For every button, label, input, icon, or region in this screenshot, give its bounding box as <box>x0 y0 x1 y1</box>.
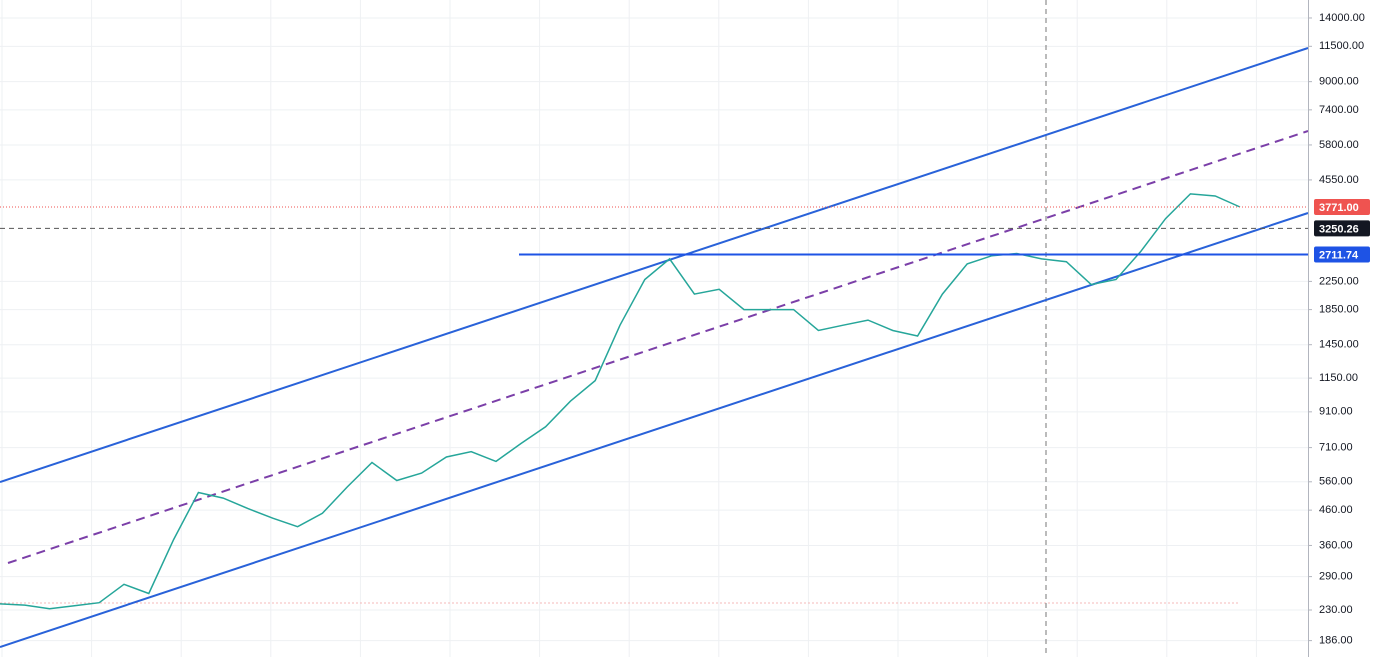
y-tick-label: 11500.00 <box>1319 40 1364 52</box>
y-tick-label: 2250.00 <box>1319 275 1359 287</box>
y-tick-label: 7400.00 <box>1319 104 1359 116</box>
y-tick-label: 1450.00 <box>1319 339 1359 351</box>
plot <box>0 193 1308 610</box>
y-tick-label: 186.00 <box>1319 635 1353 647</box>
y-tick-label: 230.00 <box>1319 604 1353 616</box>
y-tick-label: 14000.00 <box>1319 12 1365 24</box>
channel-middle <box>7 130 1309 564</box>
price-tag <box>1314 198 1370 215</box>
price-tag <box>1314 220 1370 237</box>
y-tick-label: 910.00 <box>1319 406 1353 418</box>
y-tick-label: 360.00 <box>1319 539 1353 551</box>
price-tag-label: 3250.26 <box>1319 223 1359 235</box>
price-line <box>0 193 1241 610</box>
price-tag <box>1314 246 1370 263</box>
price-tag-label: 2711.74 <box>1319 249 1359 261</box>
y-tick-label: 5800.00 <box>1319 139 1359 151</box>
y-tick-label: 290.00 <box>1319 571 1353 583</box>
axis-labels: 14000.00 11500.00 9000.00 7400.00 5800.00 455… <box>1308 12 1370 647</box>
y-tick-label: 9000.00 <box>1319 76 1359 88</box>
y-tick-label: 1150.00 <box>1319 372 1358 384</box>
vertical-grid <box>1 0 1257 657</box>
y-tick-label: 1850.00 <box>1319 304 1359 316</box>
horizontal-grid <box>0 17 1308 642</box>
channel-lower <box>0 212 1309 648</box>
price-axis <box>1308 0 1373 657</box>
price-tag-label: 3771.00 <box>1319 202 1359 214</box>
y-tick-label: 710.00 <box>1319 441 1353 453</box>
y-tick-label: 460.00 <box>1319 504 1353 516</box>
y-tick-label: 560.00 <box>1319 476 1353 488</box>
channel-upper <box>0 47 1309 483</box>
y-tick-label: 4550.00 <box>1319 174 1359 186</box>
